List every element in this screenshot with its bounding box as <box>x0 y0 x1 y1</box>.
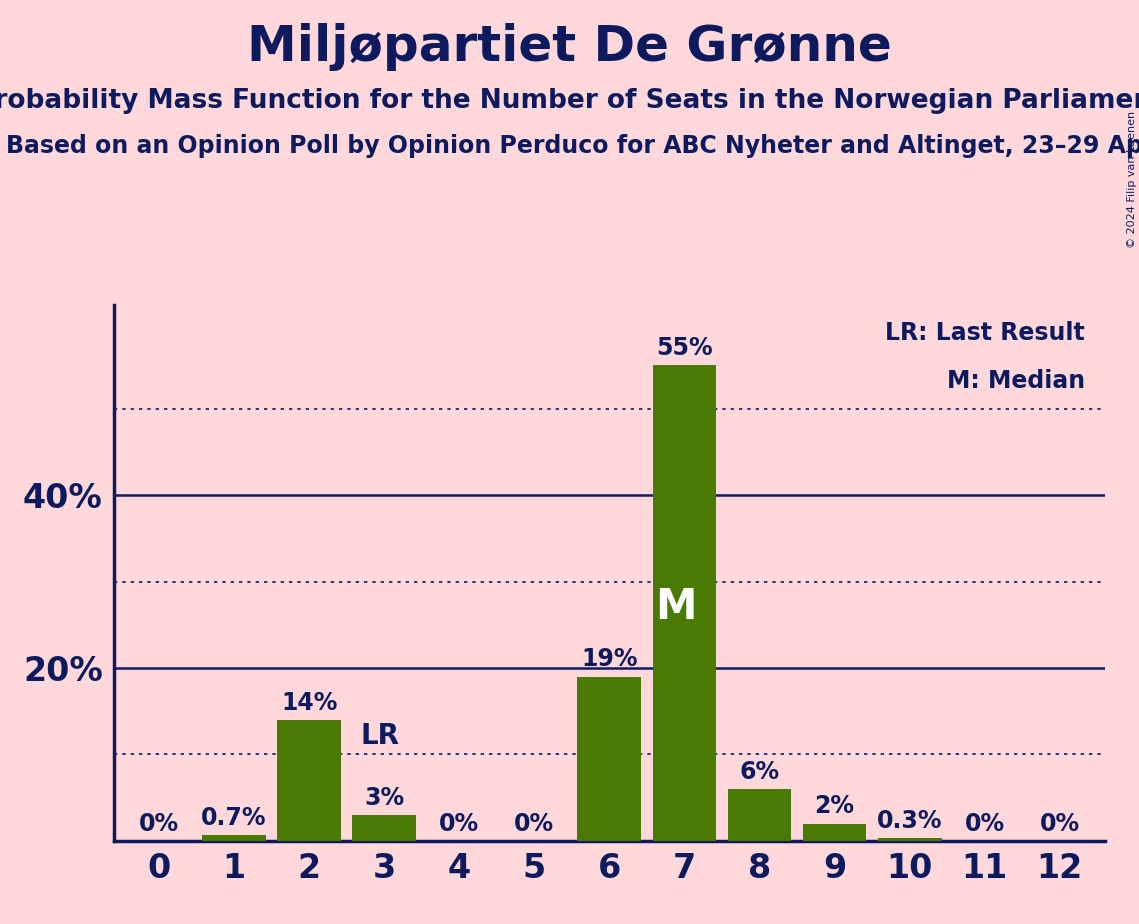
Bar <box>653 365 716 841</box>
Text: 55%: 55% <box>656 336 713 360</box>
Text: Miljøpartiet De Grønne: Miljøpartiet De Grønne <box>247 23 892 71</box>
Text: 14%: 14% <box>281 690 337 714</box>
Text: 0%: 0% <box>1040 811 1080 835</box>
Bar <box>728 789 792 841</box>
Bar <box>878 838 942 841</box>
Text: 0%: 0% <box>514 811 555 835</box>
Bar <box>577 676 641 841</box>
Bar <box>803 823 867 841</box>
Text: 0.3%: 0.3% <box>877 809 942 833</box>
Text: 3%: 3% <box>364 785 404 809</box>
Bar <box>352 815 416 841</box>
Bar <box>277 720 341 841</box>
Text: 19%: 19% <box>581 648 638 672</box>
Text: 2%: 2% <box>814 795 854 819</box>
Text: 0%: 0% <box>139 811 179 835</box>
Text: 0.7%: 0.7% <box>202 806 267 830</box>
Text: LR: Last Result: LR: Last Result <box>885 321 1085 345</box>
Text: © 2024 Filip van Laenen: © 2024 Filip van Laenen <box>1126 111 1137 248</box>
Text: M: Median: M: Median <box>947 370 1085 394</box>
Text: Probability Mass Function for the Number of Seats in the Norwegian Parliament: Probability Mass Function for the Number… <box>0 88 1139 114</box>
Text: 6%: 6% <box>739 760 779 784</box>
Text: 0%: 0% <box>440 811 480 835</box>
Text: 0%: 0% <box>965 811 1005 835</box>
Text: LR: LR <box>361 722 400 750</box>
Text: Based on an Opinion Poll by Opinion Perduco for ABC Nyheter and Altinget, 23–29 : Based on an Opinion Poll by Opinion Perd… <box>6 134 1139 158</box>
Bar <box>202 834 265 841</box>
Text: M: M <box>655 587 696 628</box>
